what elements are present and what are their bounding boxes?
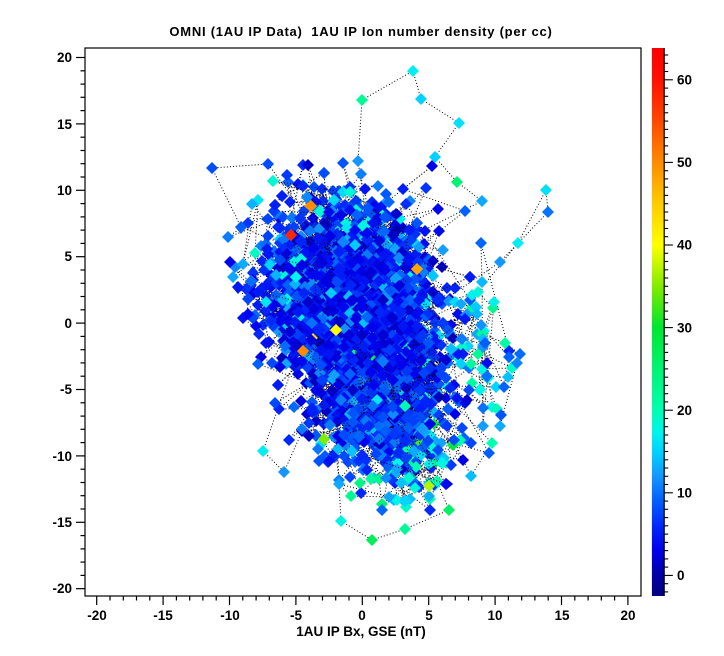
svg-text:-10: -10 xyxy=(220,608,240,623)
svg-text:-20: -20 xyxy=(52,581,72,596)
svg-text:60: 60 xyxy=(677,73,692,88)
svg-text:-15: -15 xyxy=(52,515,72,530)
svg-text:-5: -5 xyxy=(60,382,72,397)
svg-text:-20: -20 xyxy=(87,608,107,623)
svg-text:-5: -5 xyxy=(290,608,302,623)
svg-text:-15: -15 xyxy=(153,608,173,623)
svg-text:20: 20 xyxy=(620,608,635,623)
svg-text:-10: -10 xyxy=(52,449,72,464)
svg-text:10: 10 xyxy=(487,608,502,623)
svg-text:10: 10 xyxy=(677,486,692,501)
svg-text:0: 0 xyxy=(64,316,72,331)
svg-text:0: 0 xyxy=(677,568,685,583)
svg-text:5: 5 xyxy=(64,249,72,264)
svg-text:50: 50 xyxy=(677,155,692,170)
svg-text:40: 40 xyxy=(677,238,692,253)
svg-text:15: 15 xyxy=(554,608,570,623)
svg-text:0: 0 xyxy=(358,608,366,623)
svg-text:20: 20 xyxy=(57,50,72,65)
svg-text:10: 10 xyxy=(57,183,72,198)
svg-text:30: 30 xyxy=(677,320,692,335)
svg-text:20: 20 xyxy=(677,403,692,418)
svg-text:OMNI (1AU IP Data) 1AU IP Ion: OMNI (1AU IP Data) 1AU IP Ion number den… xyxy=(169,24,552,39)
svg-text:1AU IP Bx, GSE (nT): 1AU IP Bx, GSE (nT) xyxy=(296,624,426,639)
svg-text:5: 5 xyxy=(425,608,433,623)
svg-text:15: 15 xyxy=(57,117,73,132)
